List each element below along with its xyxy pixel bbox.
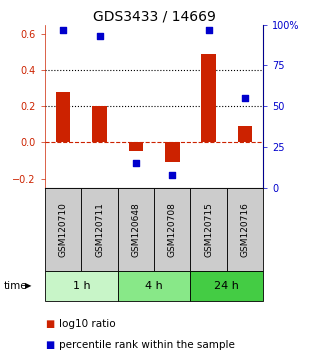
Bar bbox=[45, 188, 81, 271]
Text: GSM120716: GSM120716 bbox=[240, 202, 249, 257]
Bar bbox=[165, 142, 179, 162]
Point bbox=[170, 172, 175, 177]
Text: ▶: ▶ bbox=[25, 281, 31, 290]
Bar bbox=[56, 92, 70, 142]
Point bbox=[61, 27, 66, 33]
Bar bbox=[201, 54, 216, 142]
Bar bbox=[227, 188, 263, 271]
Point bbox=[133, 160, 138, 166]
Bar bbox=[81, 188, 118, 271]
Bar bbox=[118, 271, 190, 301]
Text: ■: ■ bbox=[45, 340, 54, 350]
Bar bbox=[92, 106, 107, 142]
Text: time: time bbox=[3, 281, 27, 291]
Text: GSM120710: GSM120710 bbox=[59, 202, 68, 257]
Bar bbox=[154, 188, 190, 271]
Text: log10 ratio: log10 ratio bbox=[59, 319, 116, 329]
Bar bbox=[129, 142, 143, 152]
Text: GSM120715: GSM120715 bbox=[204, 202, 213, 257]
Point bbox=[242, 95, 247, 101]
Text: 1 h: 1 h bbox=[73, 281, 90, 291]
Text: GSM120711: GSM120711 bbox=[95, 202, 104, 257]
Text: 4 h: 4 h bbox=[145, 281, 163, 291]
Bar bbox=[238, 126, 252, 142]
Bar bbox=[45, 271, 118, 301]
Text: GSM120648: GSM120648 bbox=[131, 202, 140, 257]
Text: percentile rank within the sample: percentile rank within the sample bbox=[59, 340, 235, 350]
Point bbox=[97, 33, 102, 39]
Bar bbox=[118, 188, 154, 271]
Title: GDS3433 / 14669: GDS3433 / 14669 bbox=[93, 10, 215, 24]
Point bbox=[206, 27, 211, 33]
Text: GSM120708: GSM120708 bbox=[168, 202, 177, 257]
Text: ■: ■ bbox=[45, 319, 54, 329]
Text: 24 h: 24 h bbox=[214, 281, 239, 291]
Bar bbox=[190, 188, 227, 271]
Bar bbox=[190, 271, 263, 301]
